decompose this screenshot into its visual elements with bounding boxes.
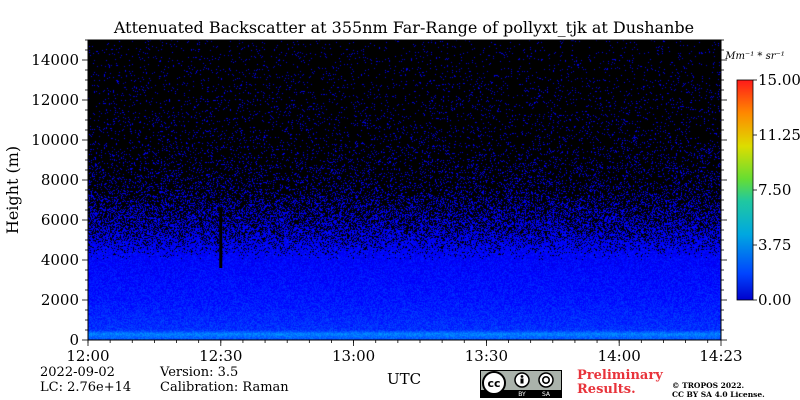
share-alike-icon <box>538 372 554 388</box>
preliminary-line1: Preliminary <box>577 368 663 383</box>
colorbar-tick-label: 0.00 <box>758 291 791 309</box>
y-tick-label: 10000 <box>31 131 79 149</box>
heatmap-raster <box>88 40 721 340</box>
y-tick-label: 12000 <box>31 91 79 109</box>
colorbar-tick-label: 15.00 <box>758 71 800 89</box>
footer-version: Version: 3.5 <box>160 365 239 380</box>
x-tick-label: 14:23 <box>699 347 742 365</box>
y-tick-label: 2000 <box>41 291 79 309</box>
y-axis-label: Height (m) <box>3 146 22 234</box>
chart-title: Attenuated Backscatter at 355nm Far-Rang… <box>113 18 694 37</box>
svg-text:cc: cc <box>487 377 500 390</box>
colorbar-tick-label: 11.25 <box>758 126 800 144</box>
y-tick-label: 14000 <box>31 51 79 69</box>
x-tick-label: 13:30 <box>465 347 508 365</box>
copyright-notice: © TROPOS 2022. CC BY SA 4.0 License. <box>672 381 765 399</box>
copyright-line1: © TROPOS 2022. <box>672 381 745 390</box>
plot-area <box>87 39 722 341</box>
x-tick-label: 12:00 <box>66 347 109 365</box>
colorbar-ticks: 0.00 3.75 7.50 11.25 15.00 <box>753 71 800 309</box>
copyright-line2: CC BY SA 4.0 License. <box>672 390 765 399</box>
cc-license-logo: cc BY SA <box>480 370 562 398</box>
badge-by: BY <box>518 391 526 398</box>
colorbar-tick-label: 7.50 <box>758 181 791 199</box>
preliminary-line2: Results. <box>577 382 636 397</box>
footer-calibration: Calibration: Raman <box>160 380 289 395</box>
y-tick-label: 6000 <box>41 211 79 229</box>
x-tick-label: 13:00 <box>332 347 375 365</box>
colorbar-gradient <box>736 79 754 301</box>
badge-sa: SA <box>542 391 551 398</box>
footer-date: 2022-09-02 <box>40 365 115 380</box>
y-tick-label: 4000 <box>41 251 79 269</box>
y-axis: 0 2000 4000 6000 8000 10000 12000 14000 <box>31 39 727 349</box>
preliminary-notice: Preliminary Results. <box>577 369 663 397</box>
y-tick-label: 0 <box>69 331 79 349</box>
colorbar-label: Mm⁻¹ * sr⁻¹ <box>724 51 785 62</box>
x-axis: 12:00 12:30 13:00 13:30 14:00 14:23 <box>66 340 743 365</box>
data-gap-layer <box>219 208 223 268</box>
footer-lc: LC: 2.76e+14 <box>40 380 132 395</box>
x-tick-label: 12:30 <box>199 347 242 365</box>
colorbar: Mm⁻¹ * sr⁻¹ 0.00 3.75 7.50 11.25 15.00 <box>724 51 800 309</box>
data-gap <box>219 208 223 268</box>
x-axis-label: UTC <box>387 370 421 388</box>
colorbar-tick-label: 3.75 <box>758 236 791 254</box>
y-tick-label: 8000 <box>41 171 79 189</box>
x-tick-label: 14:00 <box>598 347 641 365</box>
